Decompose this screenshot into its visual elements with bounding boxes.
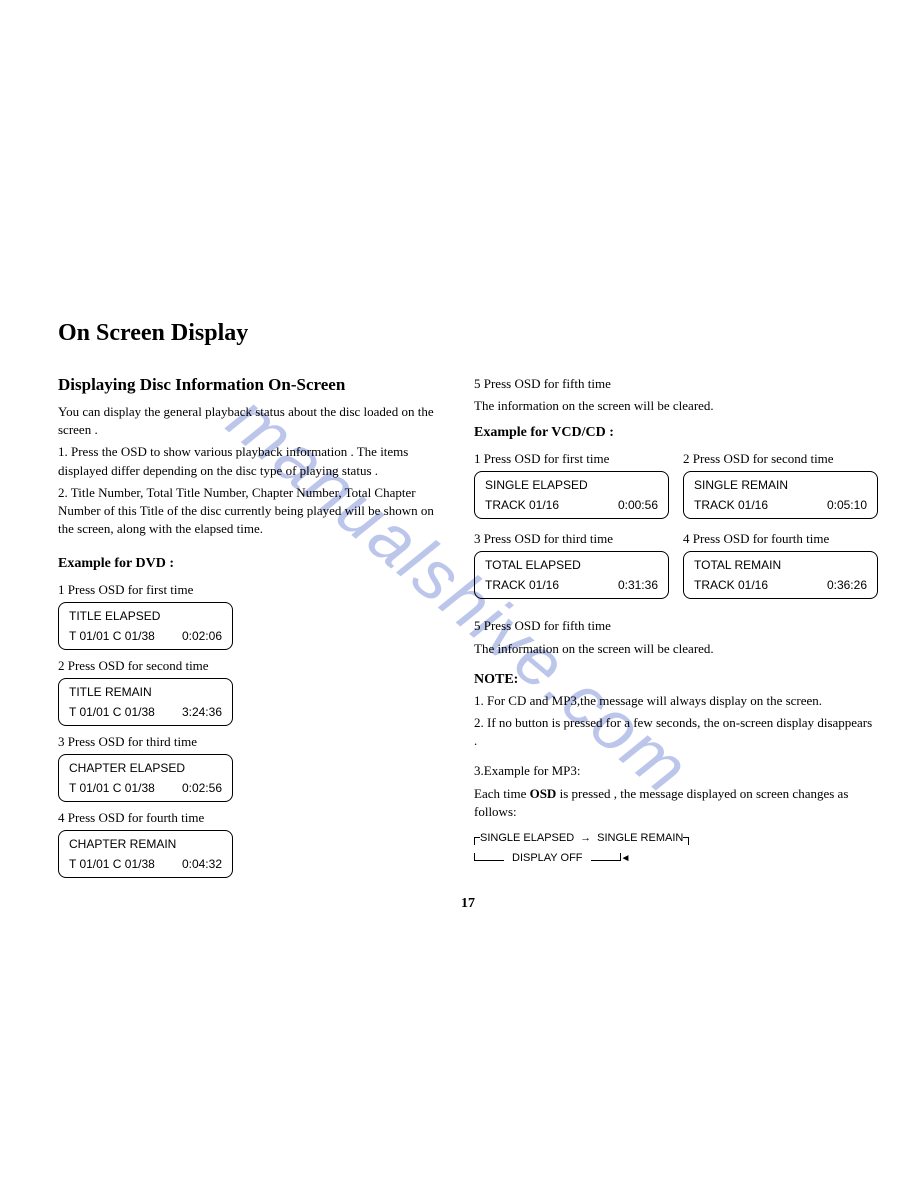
- osd-label: 3 Press OSD for third time: [474, 531, 669, 547]
- section-title: Displaying Disc Information On-Screen: [58, 375, 444, 395]
- fifth-label: 5 Press OSD for fifth time: [474, 375, 878, 393]
- main-title: On Screen Display: [58, 320, 878, 347]
- intro-text: You can display the general playback sta…: [58, 403, 444, 439]
- dvd-osd-2: 2 Press OSD for second time TITLE REMAIN…: [58, 658, 444, 726]
- osd-label: 2 Press OSD for second time: [683, 451, 878, 467]
- osd-label: 1 Press OSD for first time: [474, 451, 669, 467]
- mp3-text-a: Each time: [474, 786, 530, 801]
- columns: Displaying Disc Information On-Screen Yo…: [58, 375, 878, 882]
- page-number: 17: [461, 896, 475, 912]
- osd-status: TITLE ELAPSED: [69, 609, 222, 623]
- osd-track: T 01/01 C 01/38: [69, 781, 155, 795]
- mp3-header: 3.Example for MP3:: [474, 762, 878, 780]
- list-item-1: 1. Press the OSD to show various playbac…: [58, 443, 444, 479]
- fifth2-text: The information on the screen will be cl…: [474, 640, 878, 658]
- vcd-osd-4: 4 Press OSD for fourth time TOTAL REMAIN…: [683, 531, 878, 603]
- osd-track: TRACK 01/16: [694, 578, 768, 592]
- osd-status: TITLE REMAIN: [69, 685, 222, 699]
- osd-box: TOTAL REMAIN TRACK 01/16 0:36:26: [683, 551, 878, 599]
- mp3-text: Each time OSD is pressed , the message d…: [474, 785, 878, 821]
- vcd-osd-2: 2 Press OSD for second time SINGLE REMAI…: [683, 451, 878, 523]
- right-column: 5 Press OSD for fifth time The informati…: [474, 375, 878, 882]
- osd-time: 0:05:10: [827, 498, 867, 512]
- dvd-osd-4: 4 Press OSD for fourth time CHAPTER REMA…: [58, 810, 444, 878]
- osd-time: 0:31:36: [618, 578, 658, 592]
- osd-status: SINGLE REMAIN: [694, 478, 867, 492]
- osd-box: CHAPTER ELAPSED T 01/01 C 01/38 0:02:56: [58, 754, 233, 802]
- fifth-text: The information on the screen will be cl…: [474, 397, 878, 415]
- osd-track: TRACK 01/16: [485, 498, 559, 512]
- dvd-osd-1: 1 Press OSD for first time TITLE ELAPSED…: [58, 582, 444, 650]
- osd-time: 0:04:32: [182, 857, 222, 871]
- osd-track: T 01/01 C 01/38: [69, 705, 155, 719]
- osd-box: SINGLE REMAIN TRACK 01/16 0:05:10: [683, 471, 878, 519]
- list-item-2: 2. Title Number, Total Title Number, Cha…: [58, 484, 444, 539]
- osd-label: 4 Press OSD for fourth time: [58, 810, 444, 826]
- osd-track: TRACK 01/16: [694, 498, 768, 512]
- fifth2-label: 5 Press OSD for fifth time: [474, 617, 878, 635]
- osd-track: T 01/01 C 01/38: [69, 629, 155, 643]
- osd-label: 3 Press OSD for third time: [58, 734, 444, 750]
- dvd-example-header: Example for DVD :: [58, 556, 444, 572]
- vcd-osd-1: 1 Press OSD for first time SINGLE ELAPSE…: [474, 451, 669, 523]
- flow-diagram: SINGLE ELAPSED → SINGLE REMAIN DISPLAY O…: [474, 829, 878, 869]
- osd-box: TITLE ELAPSED T 01/01 C 01/38 0:02:06: [58, 602, 233, 650]
- dvd-osd-3: 3 Press OSD for third time CHAPTER ELAPS…: [58, 734, 444, 802]
- osd-status: CHAPTER REMAIN: [69, 837, 222, 851]
- osd-time: 0:00:56: [618, 498, 658, 512]
- vcd-example-header: Example for VCD/CD :: [474, 425, 878, 441]
- note-2: 2. If no button is pressed for a few sec…: [474, 714, 878, 750]
- osd-label: 1 Press OSD for first time: [58, 582, 444, 598]
- flow-a: SINGLE ELAPSED: [480, 829, 574, 849]
- osd-label: 2 Press OSD for second time: [58, 658, 444, 674]
- osd-label: 4 Press OSD for fourth time: [683, 531, 878, 547]
- osd-time: 3:24:36: [182, 705, 222, 719]
- flow-c: DISPLAY OFF: [512, 849, 583, 869]
- vcd-grid: 1 Press OSD for first time SINGLE ELAPSE…: [474, 451, 878, 603]
- osd-time: 0:02:56: [182, 781, 222, 795]
- osd-box: TOTAL ELAPSED TRACK 01/16 0:31:36: [474, 551, 669, 599]
- mp3-bold: OSD: [530, 786, 557, 801]
- left-column: Displaying Disc Information On-Screen Yo…: [58, 375, 444, 882]
- osd-status: TOTAL ELAPSED: [485, 558, 658, 572]
- flow-b: SINGLE REMAIN: [597, 829, 683, 849]
- osd-time: 0:02:06: [182, 629, 222, 643]
- vcd-osd-3: 3 Press OSD for third time TOTAL ELAPSED…: [474, 531, 669, 603]
- note-header: NOTE:: [474, 672, 878, 688]
- osd-box: SINGLE ELAPSED TRACK 01/16 0:00:56: [474, 471, 669, 519]
- osd-box: CHAPTER REMAIN T 01/01 C 01/38 0:04:32: [58, 830, 233, 878]
- note-1: 1. For CD and MP3,the message will alway…: [474, 692, 878, 710]
- page-content: On Screen Display Displaying Disc Inform…: [58, 320, 878, 882]
- osd-track: TRACK 01/16: [485, 578, 559, 592]
- osd-track: T 01/01 C 01/38: [69, 857, 155, 871]
- osd-status: SINGLE ELAPSED: [485, 478, 658, 492]
- osd-status: CHAPTER ELAPSED: [69, 761, 222, 775]
- osd-status: TOTAL REMAIN: [694, 558, 867, 572]
- osd-time: 0:36:26: [827, 578, 867, 592]
- osd-box: TITLE REMAIN T 01/01 C 01/38 3:24:36: [58, 678, 233, 726]
